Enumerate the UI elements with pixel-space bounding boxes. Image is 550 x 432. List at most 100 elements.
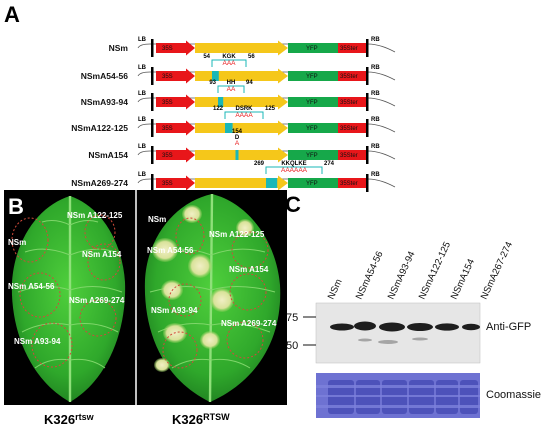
lb-label: LB bbox=[138, 91, 147, 97]
rb-label: RB bbox=[371, 117, 380, 123]
blot-band bbox=[330, 323, 354, 331]
leaf-label: NSm A269-274 bbox=[221, 319, 277, 328]
lane-labels: NSm NSmA54-56 NSmA93-94 NSmA122-125 NSmA… bbox=[326, 240, 515, 301]
promoter-label: 35S bbox=[162, 126, 173, 132]
mw-marker: 75 bbox=[286, 312, 298, 324]
leaf-label: NSm A93-94 bbox=[14, 337, 61, 346]
yfp-label: YFP bbox=[306, 100, 318, 106]
mutation-end: 125 bbox=[265, 106, 276, 112]
coomassie-label: Coomassie bbox=[486, 389, 541, 401]
nsm-gene-arrow bbox=[195, 120, 288, 136]
construct-name: NSmA269-274 bbox=[71, 178, 128, 188]
terminator-label: 35Ster bbox=[340, 46, 358, 52]
construct-name: NSmA154 bbox=[88, 150, 128, 160]
promoter-arrow bbox=[156, 175, 195, 191]
lane-label: NSmA93-94 bbox=[386, 250, 418, 302]
construct-name: NSmA93-94 bbox=[81, 97, 129, 107]
promoter-arrow bbox=[156, 147, 195, 163]
lb-border bbox=[151, 93, 154, 111]
lane-label: NSmA122-125 bbox=[417, 240, 453, 301]
promoter-arrow bbox=[156, 40, 195, 56]
lane-label: NSm bbox=[326, 277, 345, 301]
leaf-label: NSm A122-125 bbox=[67, 211, 123, 220]
yfp-label: YFP bbox=[306, 74, 318, 80]
mutant-residues: A bbox=[235, 140, 240, 147]
blot-band bbox=[407, 323, 433, 331]
rb-border bbox=[366, 146, 369, 164]
mutation-bracket bbox=[217, 85, 245, 93]
panel-b-letter: B bbox=[8, 194, 24, 219]
terminator-label: 35Ster bbox=[340, 153, 358, 159]
construct-name: NSmA54-56 bbox=[81, 71, 129, 81]
lb-label: LB bbox=[138, 65, 147, 71]
promoter-label: 35S bbox=[162, 74, 173, 80]
leaf-label: NSm bbox=[148, 215, 166, 224]
mutant-residues: AAAAAA bbox=[281, 167, 308, 174]
mutation-start: 93 bbox=[209, 80, 216, 86]
lb-label: LB bbox=[138, 172, 147, 178]
mutation-bracket bbox=[224, 111, 264, 119]
rb-label: RB bbox=[371, 172, 380, 178]
anti-gfp-label: Anti-GFP bbox=[486, 321, 531, 333]
right-leaf-caption: K326RTSW bbox=[172, 412, 230, 427]
terminator-box bbox=[338, 43, 366, 53]
yfp-label: YFP bbox=[306, 46, 318, 52]
mutation-bracket bbox=[265, 166, 323, 174]
coomassie-gel: Coomassie bbox=[316, 373, 541, 418]
terminator-box bbox=[338, 71, 366, 81]
lb-border bbox=[151, 39, 154, 57]
wt-residues: KKQLKE bbox=[281, 161, 306, 167]
mutation-start: 54 bbox=[203, 54, 210, 60]
wt-residues: D bbox=[235, 135, 240, 141]
yfp-box bbox=[288, 123, 338, 133]
leaf-label: NSm A122-125 bbox=[209, 230, 265, 239]
blot-membrane bbox=[316, 303, 480, 363]
mutation-site bbox=[218, 97, 224, 107]
leaf-label: NSm bbox=[8, 238, 26, 247]
wt-residues: DSRK bbox=[235, 106, 253, 112]
yfp-box bbox=[288, 43, 338, 53]
rb-label: RB bbox=[371, 144, 380, 150]
panel-b-photo bbox=[4, 190, 287, 405]
lb-border bbox=[151, 174, 154, 192]
mutation-start: 122 bbox=[213, 106, 224, 112]
yfp-box bbox=[288, 150, 338, 160]
right-leaf-labels: NSm NSm A122-125 NSm A54-56 NSm A154 NSm… bbox=[147, 215, 277, 328]
construct-row: NSmA269-274 LB 35S YFP 35Ster RB 269 274 KKQLKEA… bbox=[71, 161, 396, 192]
nsm-gene-arrow bbox=[195, 40, 288, 56]
panel-c-letter: C bbox=[285, 192, 301, 217]
blot-band bbox=[354, 321, 376, 331]
terminator-label: 35Ster bbox=[340, 126, 358, 132]
terminator-label: 35Ster bbox=[340, 100, 358, 106]
construct-row: NSmA122-125 LB 35S YFP 35Ster RB 122 125 DSRKAAA… bbox=[71, 106, 396, 137]
yfp-label: YFP bbox=[306, 126, 318, 132]
lb-border bbox=[151, 146, 154, 164]
wt-residues: HH bbox=[227, 80, 236, 86]
leaf-label: NSm A154 bbox=[82, 250, 122, 259]
mutation-end: 56 bbox=[248, 54, 255, 60]
leaf-label: NSm A93-94 bbox=[151, 306, 198, 315]
blot-band bbox=[379, 322, 405, 332]
leaf-label: NSm A54-56 bbox=[8, 282, 55, 291]
lb-border bbox=[151, 67, 154, 85]
construct-name: NSm bbox=[109, 43, 129, 53]
leaf-label: NSm A154 bbox=[229, 265, 269, 274]
promoter-arrow bbox=[156, 68, 195, 84]
blot-band bbox=[435, 323, 459, 331]
terminator-box bbox=[338, 123, 366, 133]
promoter-arrow bbox=[156, 120, 195, 136]
rb-border bbox=[366, 119, 369, 137]
western-blot: 75 50 Anti-GFP bbox=[286, 302, 531, 364]
left-leaf-caption: K326rtsw bbox=[44, 412, 95, 427]
terminator-box bbox=[338, 178, 366, 188]
promoter-arrow bbox=[156, 94, 195, 110]
yfp-box bbox=[288, 71, 338, 81]
yfp-box bbox=[288, 178, 338, 188]
mutant-residues: AA bbox=[227, 86, 236, 93]
rb-border bbox=[366, 93, 369, 111]
rb-label: RB bbox=[371, 37, 380, 43]
rb-border bbox=[366, 39, 369, 57]
rb-border bbox=[366, 67, 369, 85]
lane-label: NSmA154 bbox=[449, 257, 477, 301]
